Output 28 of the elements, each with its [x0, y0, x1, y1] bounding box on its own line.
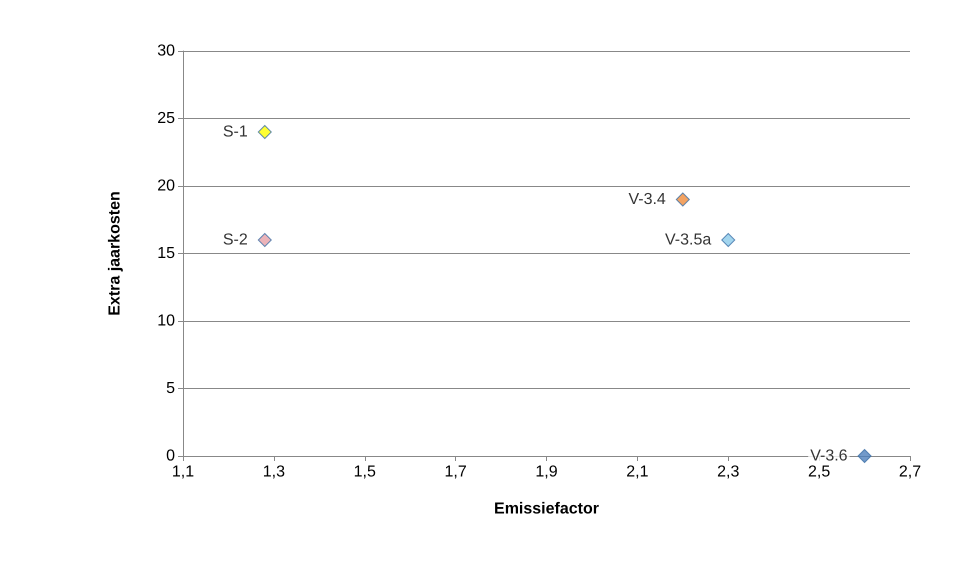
y-tick-label: 10 — [157, 312, 176, 330]
series-label: S-1 — [222, 124, 248, 140]
x-tick-label: 1,7 — [444, 464, 467, 480]
series-label: V-3.5a — [664, 232, 712, 248]
y-tick-label: 30 — [157, 42, 176, 60]
y-axis-title: Extra jaarkosten — [106, 191, 124, 316]
series-label: V-3.6 — [810, 448, 848, 464]
x-tick-label: 1,3 — [262, 464, 286, 480]
x-tick-label: 1,9 — [535, 464, 558, 480]
y-tick-label: 20 — [157, 178, 176, 194]
x-axis-title: Emissiefactor — [494, 500, 599, 518]
x-tick-label: 2,7 — [898, 464, 922, 480]
x-tick-label: 2,3 — [717, 464, 740, 480]
point — [858, 449, 872, 463]
point — [721, 233, 736, 247]
point — [258, 125, 272, 139]
y-tick-label: 25 — [157, 110, 176, 127]
y-tick-label: 15 — [157, 245, 176, 262]
x-tick-label: 2,5 — [808, 464, 830, 480]
x-tick-label: 1,5 — [354, 464, 376, 480]
point — [676, 192, 690, 206]
series-label: S-2 — [222, 232, 248, 248]
series-label: V-3.4 — [628, 191, 666, 208]
point — [258, 233, 272, 247]
y-tick-label: 0 — [166, 448, 176, 464]
x-tick-label: 2,1 — [626, 464, 649, 480]
y-tick-label: 5 — [166, 380, 176, 397]
x-tick-label: 1,1 — [172, 464, 194, 480]
